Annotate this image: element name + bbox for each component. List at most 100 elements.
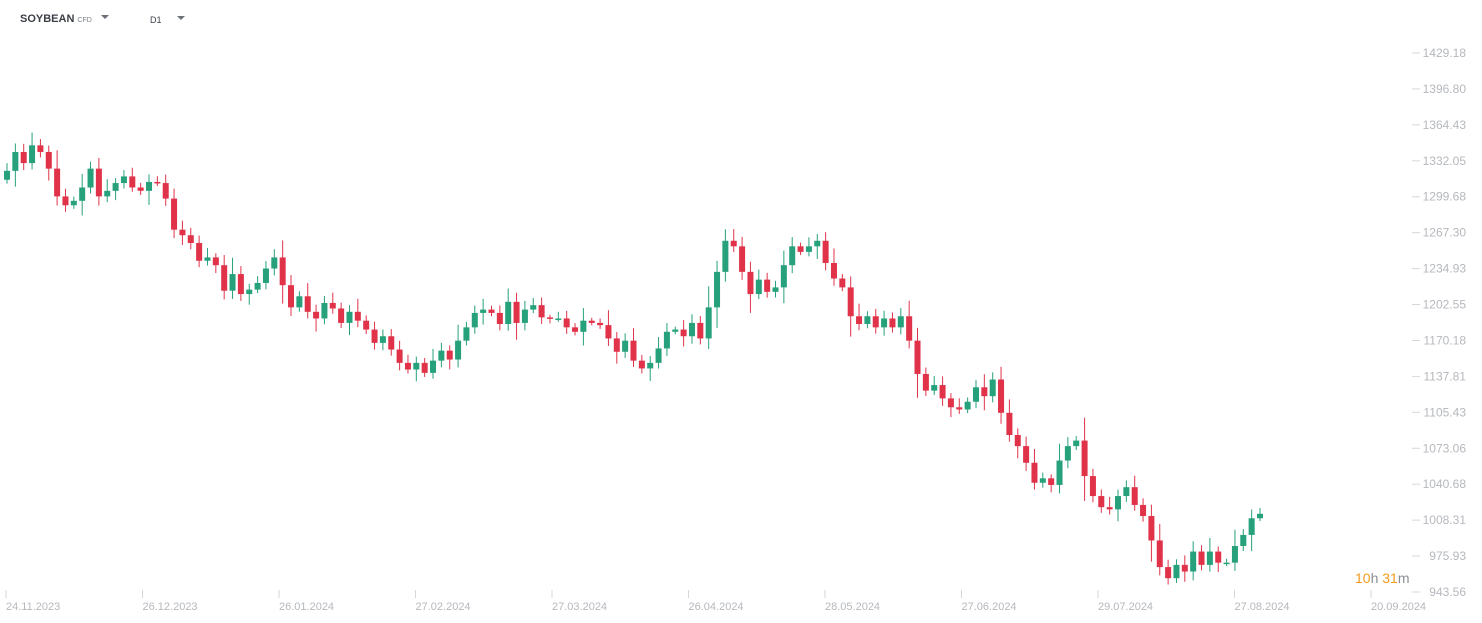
candle-down [1140,504,1147,517]
candle-down [1165,567,1172,579]
candle-up [688,322,695,337]
candle-down [572,327,579,332]
candle-down [488,309,495,313]
candle-down [95,168,102,197]
symbol-name: SOYBEAN [20,13,75,25]
x-tick-label: 27.08.2024 [1235,601,1290,613]
timeframe-selector[interactable]: D1 [150,15,162,25]
candle-down [62,196,69,206]
candle-down [856,316,863,325]
candle-up [296,296,303,308]
candle-up [1173,564,1180,579]
candle-down [947,398,954,408]
candle-down [797,246,804,252]
timeframe-dropdown-icon[interactable] [177,16,185,20]
candle-up [1206,551,1213,565]
candle-down [1048,478,1055,485]
y-tick-label: 1364.43 [1423,118,1467,132]
x-tick-label: 26.01.2024 [279,601,334,613]
symbol-dropdown-icon[interactable] [101,15,109,19]
candle-up [229,274,236,291]
candle-up [79,187,86,201]
candle-up [112,183,119,191]
candle-up [70,200,77,206]
candle-up [1256,513,1264,519]
candle-down [1156,540,1163,568]
candle-down [1181,564,1188,572]
candle-down [546,317,553,319]
candle-up [705,307,712,339]
candle-down [279,257,286,286]
candle-down [1215,551,1222,563]
y-tick-label: 1429.18 [1423,46,1467,60]
candle-down [354,311,361,321]
y-tick-label: 943.56 [1429,585,1466,599]
candle-down [1131,487,1138,505]
x-tick-label: 27.06.2024 [962,601,1017,613]
candle-down [1106,507,1113,510]
candle-down [630,340,637,361]
candle-down [605,325,612,339]
candle-up [1240,534,1247,547]
candle-down [513,301,520,323]
y-tick-label: 1137.81 [1424,369,1467,383]
candle-up [321,302,328,319]
candle-up [864,316,871,325]
countdown-hours-unit: h [1370,570,1379,586]
x-tick-label: 26.12.2023 [143,601,198,613]
candle-down [1148,516,1155,541]
candle-up [104,190,111,197]
symbol-selector[interactable]: SOYBEAN CFD [20,13,92,25]
candle-up [1114,496,1122,510]
candle-up [580,320,587,332]
y-tick-label: 1202.55 [1423,298,1467,312]
candle-down [288,285,295,308]
candle-up [246,289,253,295]
candle-down [680,329,687,337]
candle-down [1014,435,1021,447]
candle-down [187,235,194,243]
candle-up [438,350,445,361]
candle-down [613,338,620,352]
countdown-minutes-unit: m [1397,570,1410,586]
candle-down [1081,440,1088,477]
candle-down [956,407,963,410]
candle-up [964,401,971,410]
candle-down [998,379,1005,413]
candle-down [839,278,846,288]
candle-up [262,268,269,283]
candle-down [822,240,829,263]
candle-up [789,246,796,266]
y-tick-label: 1267.30 [1423,226,1467,240]
candle-up [1231,546,1238,563]
x-tick-label: 26.04.2024 [689,601,744,613]
candle-down [313,311,320,319]
candle-up [254,282,261,290]
candle-down [237,274,244,295]
y-axis: 1429.18 1396.80 1364.43 1332.05 1299.68 1267.… [1412,46,1466,599]
x-tick-label: 27.03.2024 [552,601,607,613]
candle-up [29,145,36,164]
candle-down [1031,462,1038,483]
candle-down [20,151,27,164]
candle-down [446,350,453,360]
candle-down [45,151,52,169]
candle-up [780,265,787,288]
candle-down [1023,446,1030,463]
candle-up [805,246,812,252]
candle-up [12,151,19,171]
candle-down [1006,412,1013,436]
candle-down [371,329,378,343]
candle-up [647,362,654,369]
y-tick-label: 1396.80 [1423,82,1467,96]
candle-up [622,340,629,352]
candle-down [154,181,161,184]
candle-up [931,385,938,391]
candle-up [1039,478,1046,483]
candle-down [179,229,186,236]
candle-down [906,316,913,341]
candle-up [530,305,537,310]
candle-up [672,329,679,332]
candle-down [496,312,503,325]
